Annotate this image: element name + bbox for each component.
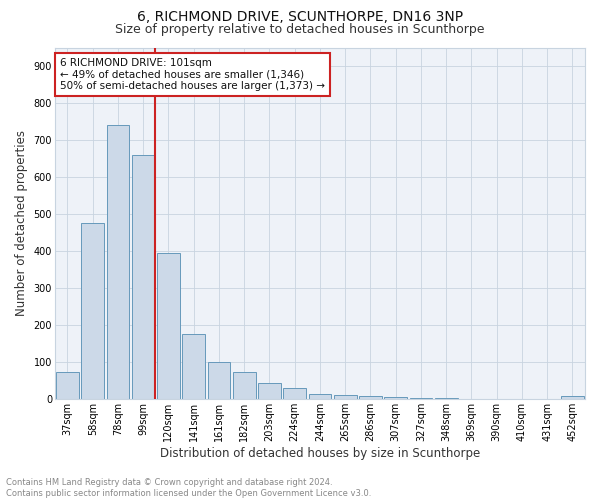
- Bar: [308, 394, 331, 400]
- Bar: [82, 224, 104, 400]
- Bar: [56, 372, 79, 400]
- Bar: [258, 382, 281, 400]
- Bar: [132, 155, 155, 400]
- Bar: [334, 395, 356, 400]
- Bar: [182, 334, 205, 400]
- Text: 6 RICHMOND DRIVE: 101sqm
← 49% of detached houses are smaller (1,346)
50% of sem: 6 RICHMOND DRIVE: 101sqm ← 49% of detach…: [60, 58, 325, 92]
- Text: 6, RICHMOND DRIVE, SCUNTHORPE, DN16 3NP: 6, RICHMOND DRIVE, SCUNTHORPE, DN16 3NP: [137, 10, 463, 24]
- Bar: [485, 398, 508, 400]
- Bar: [359, 396, 382, 400]
- Bar: [208, 362, 230, 400]
- Text: Size of property relative to detached houses in Scunthorpe: Size of property relative to detached ho…: [115, 22, 485, 36]
- Bar: [384, 398, 407, 400]
- Bar: [561, 396, 584, 400]
- Bar: [233, 372, 256, 400]
- Bar: [283, 388, 306, 400]
- Bar: [107, 126, 130, 400]
- Text: Contains HM Land Registry data © Crown copyright and database right 2024.
Contai: Contains HM Land Registry data © Crown c…: [6, 478, 371, 498]
- Bar: [435, 398, 458, 400]
- X-axis label: Distribution of detached houses by size in Scunthorpe: Distribution of detached houses by size …: [160, 447, 480, 460]
- Bar: [157, 253, 180, 400]
- Y-axis label: Number of detached properties: Number of detached properties: [15, 130, 28, 316]
- Bar: [410, 398, 432, 400]
- Bar: [460, 398, 483, 400]
